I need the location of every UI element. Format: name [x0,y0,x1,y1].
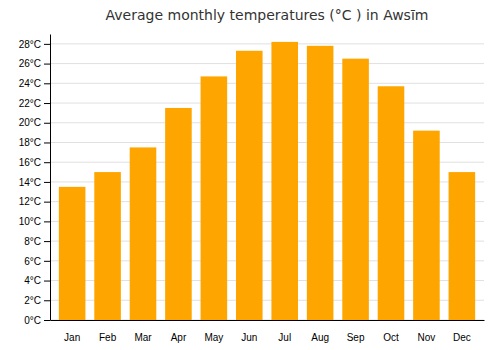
tick-label: 22°C [19,98,41,109]
tick-mark [44,281,50,282]
bar [201,76,228,320]
tick: Dec [453,332,471,343]
tick: 12°C [19,196,50,207]
bar [130,147,157,320]
tick-label: Jul [278,332,291,343]
grid-line [50,122,484,123]
tick: Jul [278,332,291,343]
tick: Feb [99,332,117,343]
grid-line [50,83,484,84]
tick: Sep [347,332,365,343]
grid-line [50,43,484,44]
bar [449,172,476,320]
tick-mark [44,123,50,124]
grid-line [50,103,484,104]
tick-label: Sep [347,332,365,343]
tick-mark [44,320,50,321]
tick: 14°C [19,177,50,188]
tick-label: Dec [453,332,471,343]
tick-mark [44,182,50,183]
axis-line [51,320,485,321]
tick: 2°C [24,295,50,306]
tick-mark [44,142,50,143]
tick-label: 8°C [24,236,41,247]
tick-label: May [204,332,223,343]
tick: 22°C [19,98,50,109]
tick-mark [44,83,50,84]
plot: 0°C 2°C 4°C 6°C 8°C 10°C 12°C 14°C 16°C 18°C 20°C 2… [19,35,485,344]
tick-label: 24°C [19,78,41,89]
tick-mark [44,221,50,222]
tick: 18°C [19,137,50,148]
axis-line [50,35,51,321]
tick-label: 26°C [19,58,41,69]
tick-mark [44,261,50,262]
tick-mark [44,162,50,163]
tick: Nov [418,332,436,343]
tick: Mar [134,332,152,343]
bar [165,108,192,320]
tick: 28°C [19,39,50,50]
tick: 8°C [24,236,50,247]
tick: 4°C [24,275,50,286]
tick-label: Jun [241,332,257,343]
tick-label: Feb [99,332,117,343]
tick-label: 2°C [24,295,41,306]
tick-mark [44,300,50,301]
tick-label: Nov [418,332,436,343]
tick-mark [44,44,50,45]
tick-label: 20°C [19,117,41,128]
tick-label: Aug [311,332,329,343]
tick-label: 28°C [19,39,41,50]
grid [50,44,484,320]
tick: May [204,332,223,343]
tick-label: Mar [134,332,152,343]
tick-label: 0°C [24,315,41,326]
bar [413,131,440,320]
bar [307,46,334,320]
tick-mark [44,241,50,242]
tick: 0°C [24,315,50,326]
tick-label: 10°C [19,216,41,227]
tick: Apr [171,332,187,343]
tick-mark [44,64,50,65]
tick-mark [44,103,50,104]
tick: 24°C [19,78,50,89]
tick: 26°C [19,58,50,69]
tick: 16°C [19,157,50,168]
tick: Oct [383,332,399,343]
bar [236,51,263,320]
y-axis: 0°C 2°C 4°C 6°C 8°C 10°C 12°C 14°C 16°C 18°C 20°C 2… [19,35,51,326]
tick: 6°C [24,256,50,267]
bar [378,86,405,320]
tick: 20°C [19,117,50,128]
tick: Aug [311,332,329,343]
bar [342,59,369,320]
bar [271,42,298,320]
tick: Jan [64,332,80,343]
bar [94,172,121,320]
tick-label: 18°C [19,137,41,148]
tick-label: Apr [171,332,187,343]
tick-label: Jan [64,332,80,343]
tick: Jun [241,332,257,343]
title: Average monthly temperatures (°C ) in Aw… [106,7,429,23]
chart: 0°C 2°C 4°C 6°C 8°C 10°C 12°C 14°C 16°C 18°C 20°C 2… [0,0,500,350]
tick-label: Oct [383,332,399,343]
tick-label: 12°C [19,196,41,207]
x-axis: Jan Feb Mar Apr May Jun Jul Aug Sep Oct Nov Dec [51,321,485,344]
bar [59,187,86,320]
tick-label: 14°C [19,177,41,188]
tick-label: 16°C [19,157,41,168]
grid-line [50,63,484,64]
bars [59,42,475,320]
tick-mark [44,202,50,203]
tick-label: 4°C [24,275,41,286]
tick: 10°C [19,216,50,227]
tick-label: 6°C [24,256,41,267]
